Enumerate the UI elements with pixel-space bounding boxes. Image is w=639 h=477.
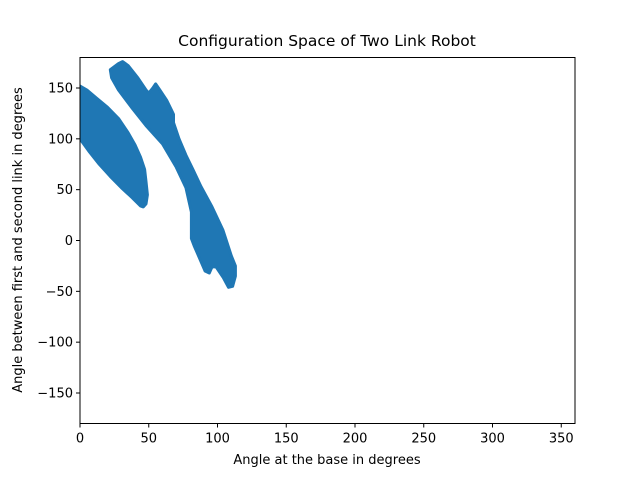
y-axis: −150 −100 −50 0 50 100 150 xyxy=(37,82,80,402)
chart-title: Configuration Space of Two Link Robot xyxy=(178,32,476,50)
collision-region-1 xyxy=(80,84,149,209)
y-tick-label: 100 xyxy=(48,132,73,147)
x-tick-label: 250 xyxy=(411,432,436,447)
y-axis-label: Angle between first and second link in d… xyxy=(11,87,26,393)
x-axis: 0 50 100 150 200 250 300 350 xyxy=(76,423,574,447)
plot-area xyxy=(80,60,237,289)
x-tick-label: 350 xyxy=(549,432,574,447)
y-tick-label: 0 xyxy=(65,234,73,249)
x-tick-label: 100 xyxy=(205,432,230,447)
y-tick-label: 50 xyxy=(56,183,73,198)
x-tick-label: 0 xyxy=(76,432,84,447)
y-tick-label: −50 xyxy=(46,285,73,300)
y-tick-label: 150 xyxy=(48,82,73,97)
x-tick-label: 200 xyxy=(343,432,368,447)
y-tick-label: −150 xyxy=(37,387,73,402)
collision-region-2 xyxy=(108,60,237,289)
x-tick-label: 150 xyxy=(274,432,299,447)
x-axis-label: Angle at the base in degrees xyxy=(233,453,420,468)
x-tick-label: 50 xyxy=(140,432,157,447)
y-tick-label: −100 xyxy=(37,336,73,351)
x-tick-label: 300 xyxy=(480,432,505,447)
